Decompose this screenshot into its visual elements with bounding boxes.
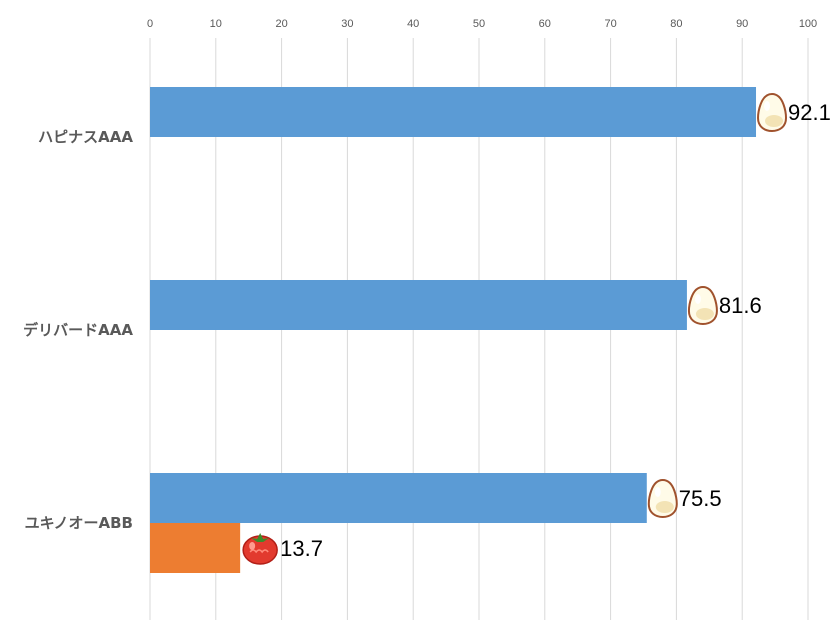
bar: [150, 87, 757, 137]
category-label: デリバードAAA: [23, 321, 133, 339]
x-tick-label: 10: [210, 18, 222, 30]
x-axis: 0 10 20 30 40 50 60 70 80 90 100: [147, 18, 817, 30]
x-tick-label: 70: [604, 18, 616, 30]
bars: [150, 87, 757, 573]
data-label: 75.5: [679, 486, 722, 511]
x-tick-label: 100: [799, 18, 817, 30]
x-tick-label: 20: [275, 18, 287, 30]
x-tick-label: 90: [736, 18, 748, 30]
x-tick-label: 50: [473, 18, 485, 30]
data-label: 92.1: [788, 100, 831, 125]
category-labels: ハピナスAAA デリバードAAA ユキノオーABB: [23, 128, 133, 532]
x-tick-label: 0: [147, 18, 153, 30]
x-tick-label: 60: [539, 18, 551, 30]
tomato-icon: [242, 533, 278, 565]
data-label: 13.7: [280, 536, 323, 561]
category-label: ハピナスAAA: [38, 128, 133, 146]
bar: [150, 523, 241, 573]
bar: [150, 473, 647, 523]
egg-icon: [757, 92, 788, 133]
category-label: ユキノオーABB: [25, 514, 133, 532]
x-tick-label: 80: [670, 18, 682, 30]
egg-icon: [687, 285, 718, 326]
bar: [150, 280, 687, 330]
egg-icon: [647, 478, 678, 519]
x-tick-label: 30: [341, 18, 353, 30]
data-labels: 92.1 81.6 75.5 13.7: [242, 92, 831, 565]
data-label: 81.6: [719, 293, 762, 318]
x-tick-label: 40: [407, 18, 419, 30]
